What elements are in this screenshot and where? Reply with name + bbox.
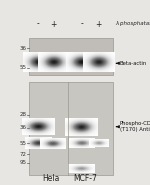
Text: λ phosphatase: λ phosphatase <box>116 21 150 26</box>
Text: Phospho-CDK7
(T170) Antibody: Phospho-CDK7 (T170) Antibody <box>120 121 150 132</box>
Text: 36: 36 <box>19 125 26 130</box>
Text: +: + <box>50 20 56 28</box>
Text: 72: 72 <box>19 152 26 157</box>
Text: +: + <box>95 20 101 28</box>
Text: 55: 55 <box>19 65 26 70</box>
Text: MCF-7: MCF-7 <box>73 174 97 183</box>
Text: -: - <box>80 20 83 28</box>
Text: 55: 55 <box>19 141 26 146</box>
Text: Beta-actin: Beta-actin <box>120 61 147 66</box>
Text: -: - <box>37 20 40 28</box>
Text: 28: 28 <box>19 112 26 117</box>
Text: 95: 95 <box>19 160 26 165</box>
Bar <box>28 38 113 75</box>
Text: Hela: Hela <box>42 174 60 183</box>
Text: 36: 36 <box>19 46 26 51</box>
Bar <box>28 82 113 175</box>
